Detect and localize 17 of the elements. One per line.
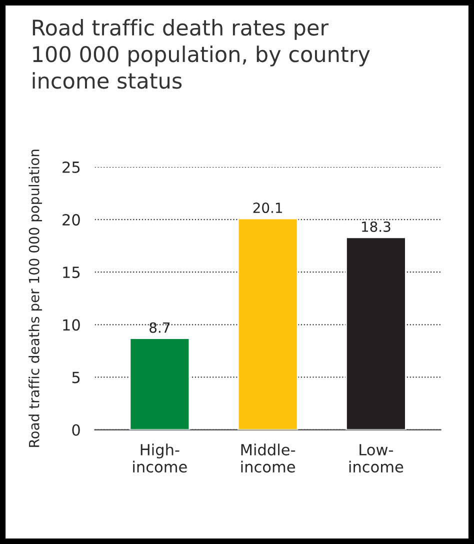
y-axis-title: Road traffic deaths per 100 000 population [28, 150, 42, 447]
y-tick-label: 25 [62, 161, 80, 174]
bar [129, 338, 190, 430]
y-tick-label: 0 [72, 424, 80, 436]
bar [237, 218, 298, 430]
y-tick-label: 15 [63, 266, 80, 278]
bar [346, 236, 406, 430]
data-label: 20.1 [253, 202, 282, 214]
data-label: 18.3 [362, 221, 390, 232]
x-tick-label: Low- income [349, 444, 404, 473]
chart-title: Road traffic death rates per 100 000 population, by country income status [32, 19, 370, 89]
y-tick-label: 10 [63, 319, 80, 331]
y-tick-label: 20 [62, 214, 80, 226]
x-tick-label: High- income [133, 444, 187, 473]
x-tick-label: Middle- income [241, 444, 296, 473]
y-tick-label: 5 [72, 372, 80, 384]
data-label: 8.7 [150, 322, 170, 333]
